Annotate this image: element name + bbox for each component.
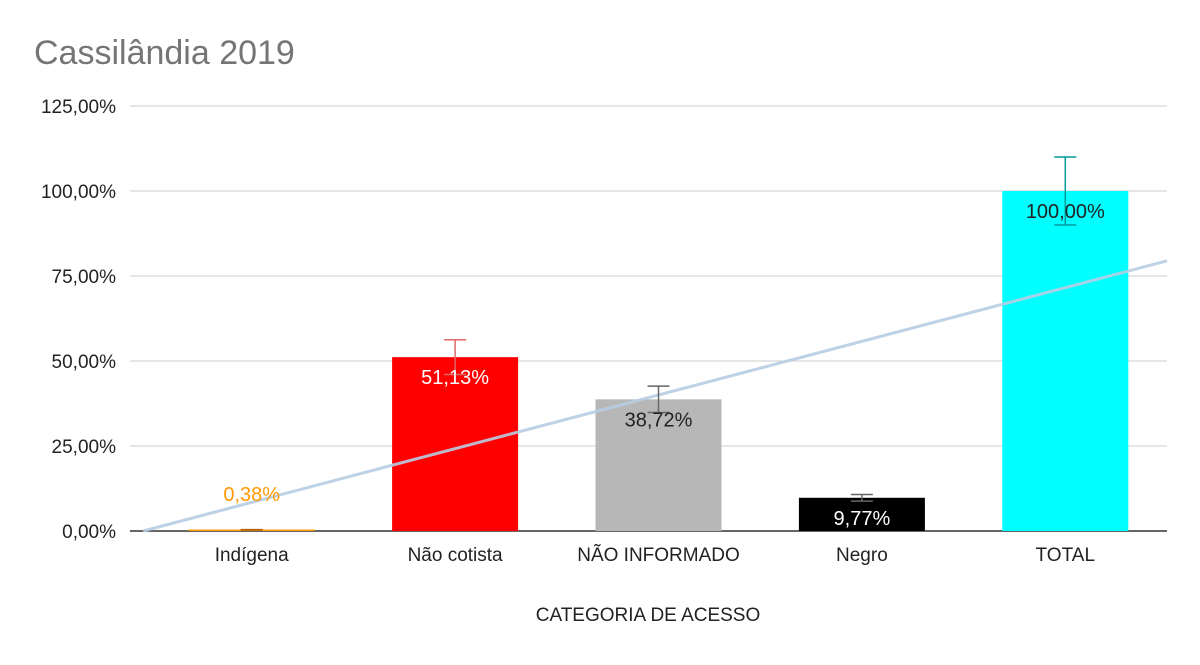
x-tick-label: Indígena [215,545,289,566]
data-label: 0,38% [223,484,280,506]
gridlines [130,105,1167,532]
x-tick-label: TOTAL [1036,545,1095,566]
data-label: 38,72% [625,409,693,431]
y-tick-label: 0,00% [62,522,116,543]
x-axis-ticks: Indígena Não cotista NÃO INFORMADO Negro TOT… [215,544,1095,566]
y-tick-label: 25,00% [52,437,117,458]
error-bars [240,156,1077,531]
y-tick-label: 50,00% [52,352,117,373]
y-axis-ticks: 0,00% 25,00% 50,00% 75,00% 100,00% 125,00% [41,97,116,543]
bar [595,399,722,531]
bar [1002,191,1129,531]
x-tick-label: NÃO INFORMADO [577,544,740,566]
y-tick-label: 75,00% [52,267,117,288]
x-tick-label: Não cotista [408,545,503,566]
chart-title: Cassilândia 2019 [34,34,295,72]
data-label: 51,13% [421,367,489,389]
bars [188,191,1129,531]
y-tick-label: 125,00% [41,97,116,118]
bar [798,497,925,531]
trendline-line [142,259,1168,533]
y-tick-label: 100,00% [41,182,116,203]
data-label: 100,00% [1026,201,1105,223]
x-axis-label: CATEGORIA DE ACESSO [536,605,761,626]
data-labels: 0,38% 51,13% 38,72% 9,77% 100,00% [223,201,1105,530]
bar [392,357,519,531]
data-label: 9,77% [834,508,891,530]
trendline [142,259,1168,533]
x-tick-label: Negro [836,545,888,566]
